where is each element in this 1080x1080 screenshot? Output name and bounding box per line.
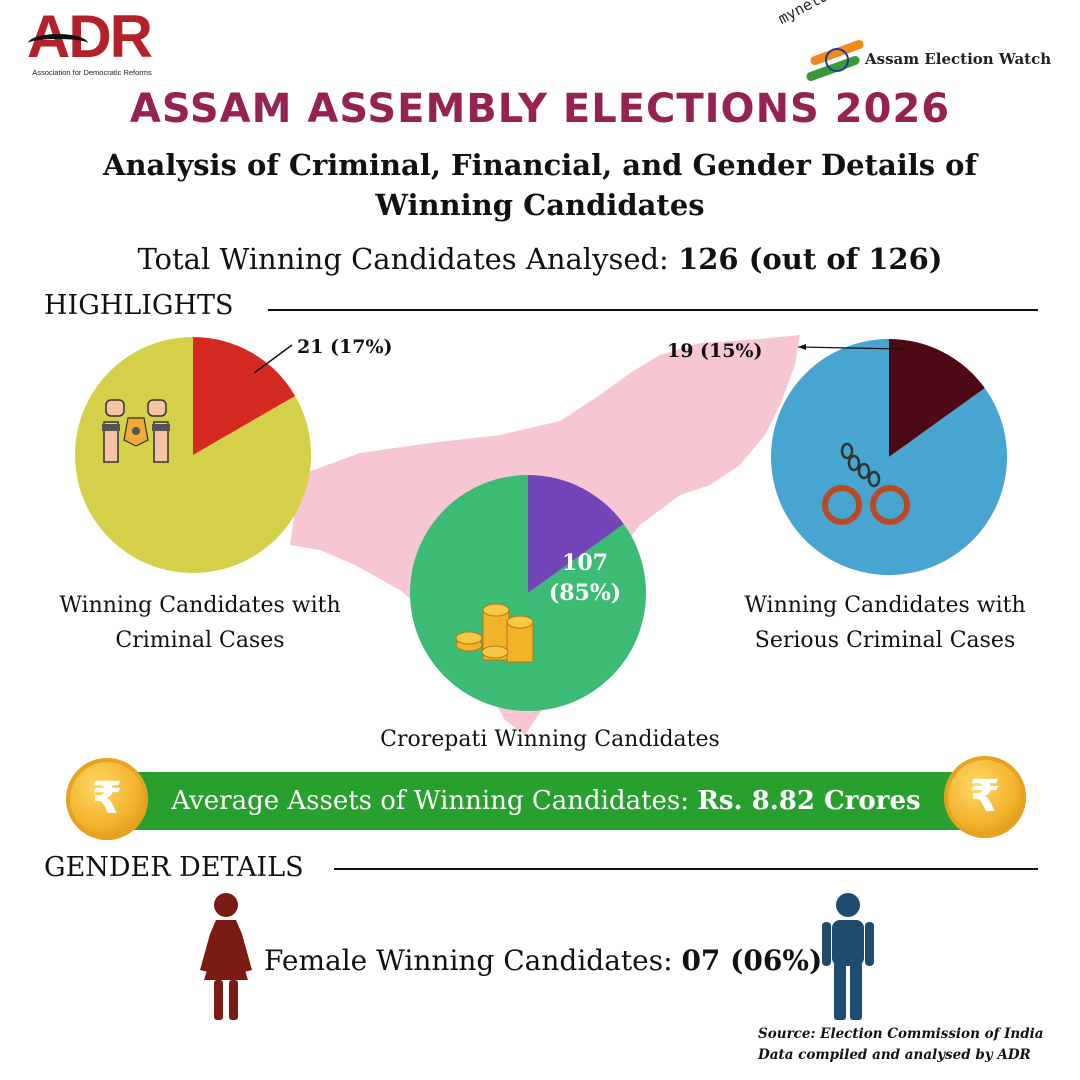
myneta-logo-text: Assam Election Watch [865,50,1052,68]
main-title: ASSAM ASSEMBLY ELECTIONS 2026 [129,86,951,132]
serious-callout-label: 19 (15%) [667,340,763,362]
pie-chart-crorepati [410,475,646,711]
total-value: 126 (out of 126) [678,242,943,276]
callout-serious-arrow-icon [798,344,806,350]
myneta-wordmark: myneta.info [775,0,871,28]
pie-chart-criminal [74,337,311,573]
male-icon [822,893,874,1020]
source-note: Source: Election Commission of India Dat… [758,1024,1044,1066]
gender-heading: GENDER DETAILS [44,852,304,883]
pie-slice [193,337,296,455]
crorepati-value: 107 [562,550,608,576]
callout-criminal-line [253,344,293,374]
pie-chart-serious [771,339,1007,575]
total-candidates-line: Total Winning Candidates Analysed: 126 (… [0,242,1080,276]
adr-swoosh-icon [28,34,88,53]
rupee-coin-icon: ₹ [944,756,1026,838]
callout-serious-line [797,346,906,350]
source-line-2: Data compiled and analysed by ADR [758,1047,1031,1063]
adr-logo-text: ADR [27,3,153,70]
pie-slice [528,475,624,593]
average-assets-label: Average Assets of Winning Candidates: [171,786,690,816]
handcuffed-hands-icon [102,399,170,463]
average-assets-banner [96,772,996,830]
criminal-callout-label: 21 (17%) [297,336,393,358]
crorepati-chart-title: Crorepati Winning Candidates [380,727,720,752]
adr-logo: ADR Association for Democratic Reforms [8,3,170,80]
average-assets-value: Rs. 8.82 Crores [697,786,921,816]
coin-stack-icon [455,603,534,663]
pie-slice [410,475,646,711]
female-winners-line: Female Winning Candidates: 07 (06%) [264,944,822,977]
pie-slice [74,337,311,573]
female-winners-value: 07 (06%) [681,944,823,977]
crorepati-data-label: 107 (85%) [530,548,640,608]
highlights-heading: HIGHLIGHTS [44,290,234,321]
crorepati-percent: (85%) [548,580,622,606]
gender-divider [334,868,1038,870]
chakra-icon [825,48,849,72]
pie-slice [889,339,985,457]
subtitle: Analysis of Criminal, Financial, and Gen… [102,148,978,222]
highlights-charts [74,335,1007,735]
total-label: Total Winning Candidates Analysed: [137,242,669,276]
rupee-coin-icon: ₹ [66,758,148,840]
female-winners-label: Female Winning Candidates: [264,944,673,977]
serious-chart-title: Winning Candidates with Serious Criminal… [744,593,1026,653]
highlights-divider [268,309,1038,311]
average-assets-text: Average Assets of Winning Candidates: Rs… [96,772,996,830]
criminal-chart-title: Winning Candidates with Criminal Cases [59,593,341,653]
handcuffs-icon [822,442,910,525]
female-icon [200,893,252,1020]
myneta-logo: myneta.info Assam Election Watch [775,0,1075,83]
adr-logo-subtitle: Association for Democratic Reforms [32,68,152,77]
source-line-1: Source: Election Commission of India [758,1026,1044,1042]
